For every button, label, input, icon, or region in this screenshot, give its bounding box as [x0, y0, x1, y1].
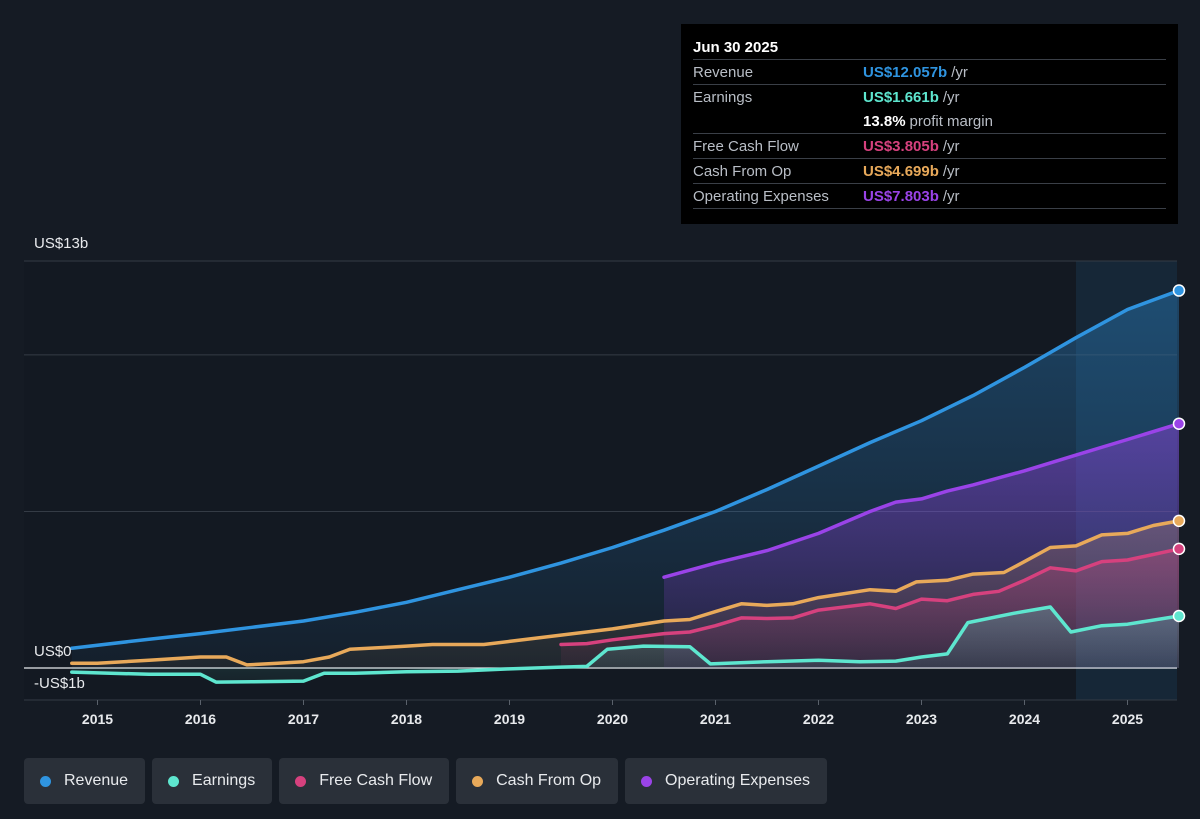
- tooltip-date: Jun 30 2025: [693, 39, 779, 56]
- legend-item-earnings[interactable]: Earnings: [152, 758, 273, 804]
- tooltip-row: Revenue US$12.057b/yr: [693, 59, 1166, 84]
- x-tick-label: 2022: [803, 711, 834, 727]
- legend-dot-icon: [295, 775, 307, 787]
- legend-dot-icon: [641, 775, 653, 787]
- x-tick-label: 2016: [185, 711, 216, 727]
- tooltip-row: 13.8% profit margin: [693, 109, 1166, 133]
- y-axis-zero-label: US$0: [34, 643, 72, 660]
- earnings-area: [71, 607, 1179, 683]
- tooltip-label: Cash From Op: [693, 162, 792, 180]
- operating-expenses-end-marker[interactable]: [1172, 417, 1186, 430]
- x-tick-label: 2018: [391, 711, 422, 727]
- x-tick-label: 2017: [288, 711, 319, 727]
- y-axis-bottom-label: -US$1b: [34, 675, 85, 692]
- tooltip-unit: /yr: [951, 63, 968, 81]
- legend-label: Cash From Op: [496, 772, 602, 789]
- tooltip-row: Operating Expenses US$7.803b/yr: [693, 183, 1166, 209]
- tooltip-unit: /yr: [942, 162, 960, 180]
- tooltip-unit: /yr: [942, 187, 960, 205]
- legend-label: Operating Expenses: [665, 772, 811, 789]
- legend-dot-icon: [40, 775, 51, 787]
- y-axis-top-label: US$13b: [34, 235, 88, 252]
- tooltip-row: Earnings US$1.661b/yr: [693, 84, 1166, 109]
- free-cash-flow-line: [559, 547, 1181, 647]
- x-tick-label: 2020: [597, 711, 628, 727]
- revenue-line: [70, 288, 1181, 651]
- series-end-markers: [1172, 284, 1186, 623]
- tooltip-label: Operating Expenses: [693, 187, 829, 205]
- tooltip-value: US$3.805b: [863, 137, 939, 155]
- legend-item-revenue[interactable]: Revenue: [24, 758, 146, 804]
- tooltip-value: US$7.803b: [863, 187, 939, 205]
- legend: Revenue Earnings Free Cash Flow Cash From O…: [24, 758, 828, 804]
- x-tick-label: 2023: [906, 711, 937, 727]
- tooltip-value: 13.8%: [863, 112, 906, 130]
- tooltip-row: Cash From Op US$4.699b/yr: [693, 158, 1166, 183]
- earnings-end-marker[interactable]: [1172, 609, 1186, 623]
- tooltip-label: Earnings: [693, 88, 753, 106]
- revenue-end-marker[interactable]: [1172, 284, 1186, 297]
- legend-label: Free Cash Flow: [319, 772, 433, 789]
- tooltip-unit: profit margin: [909, 112, 993, 130]
- cash-from-op-line: [70, 519, 1181, 667]
- tooltip-label: Revenue: [693, 63, 754, 81]
- tooltip-value: US$4.699b: [863, 162, 939, 180]
- legend-label: Revenue: [64, 772, 129, 789]
- x-axis-ticks: 2015 2016 2017 2018 2019 2020 2021 2022 2023 2024…: [82, 700, 1143, 727]
- tooltip-unit: /yr: [942, 137, 960, 155]
- tooltip-value: US$12.057b: [863, 63, 948, 81]
- tooltip-row: Free Cash Flow US$3.805b/yr: [693, 133, 1166, 158]
- x-tick-label: 2024: [1009, 711, 1040, 727]
- legend-label: Earnings: [192, 772, 256, 789]
- cash-from-op-end-marker[interactable]: [1172, 514, 1186, 528]
- tooltip-unit: /yr: [942, 88, 960, 106]
- legend-item-cash-from-op[interactable]: Cash From Op: [456, 758, 619, 804]
- x-tick-label: 2019: [494, 711, 525, 727]
- legend-dot-icon: [472, 775, 484, 787]
- x-tick-label: 2025: [1112, 711, 1143, 727]
- tooltip-label: Free Cash Flow: [693, 137, 799, 155]
- legend-item-free-cash-flow[interactable]: Free Cash Flow: [279, 758, 450, 804]
- series-lines: [70, 288, 1181, 684]
- tooltip-panel: Jun 30 2025 Revenue US$12.057b/yr Earnings…: [681, 24, 1178, 224]
- legend-dot-icon: [168, 775, 180, 787]
- free-cash-flow-end-marker[interactable]: [1172, 542, 1186, 556]
- operating-expenses-line: [662, 421, 1181, 579]
- x-tick-label: 2021: [700, 711, 731, 727]
- legend-item-operating-expenses[interactable]: Operating Expenses: [625, 758, 828, 804]
- earnings-line: [70, 605, 1181, 684]
- x-tick-label: 2015: [82, 711, 113, 727]
- tooltip-value: US$1.661b: [863, 88, 939, 106]
